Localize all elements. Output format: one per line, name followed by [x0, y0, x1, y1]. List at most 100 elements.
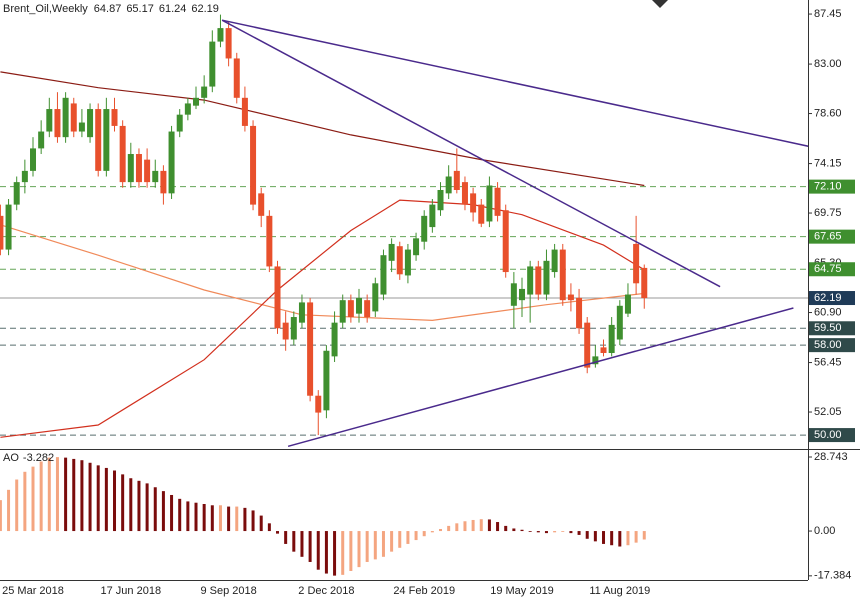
- candle-body: [535, 266, 542, 295]
- ao-bar: [39, 461, 43, 532]
- level-tag: [809, 262, 855, 277]
- ao-bar: [145, 483, 149, 532]
- candle-body: [46, 109, 53, 132]
- ao-bar: [194, 502, 198, 532]
- candle-body: [307, 302, 314, 396]
- ao-bar: [406, 531, 410, 544]
- level-label: 72.10: [814, 181, 842, 193]
- ao-bar: [414, 531, 418, 541]
- candle-body: [559, 249, 566, 301]
- candle-body: [356, 297, 363, 314]
- ao-bar: [487, 519, 491, 532]
- candle-body: [233, 58, 240, 98]
- candle-body: [543, 260, 550, 295]
- x-tick-label: 17 Jun 2018: [101, 585, 162, 597]
- candle-body: [54, 109, 61, 138]
- candle-body: [225, 28, 232, 59]
- ao-bar: [504, 525, 508, 532]
- ao-bar: [7, 489, 11, 532]
- ao-bar: [300, 531, 304, 557]
- x-tick-label: 19 May 2019: [490, 585, 554, 597]
- ao-bar: [642, 531, 646, 540]
- candle-body: [641, 267, 648, 299]
- candle-body: [404, 249, 411, 276]
- trend-line: [221, 19, 721, 288]
- candle-body: [209, 41, 216, 87]
- candle-body: [282, 322, 289, 340]
- low-value: 61.24: [159, 3, 187, 15]
- candle-body: [21, 170, 28, 183]
- candle-body: [453, 170, 460, 190]
- ao-bar: [520, 529, 524, 532]
- ao-bar: [80, 460, 84, 532]
- ao-bar: [561, 531, 565, 532]
- candle-body: [87, 109, 94, 138]
- x-tick-label: 2 Dec 2018: [298, 585, 354, 597]
- ao-bar: [553, 531, 557, 533]
- open-value: 64.87: [94, 3, 122, 15]
- candle-body: [600, 347, 607, 354]
- candle-body: [78, 122, 85, 132]
- ao-bar: [96, 465, 100, 532]
- x-tick-label: 24 Feb 2019: [393, 585, 455, 597]
- y-tick-label: 78.60: [814, 107, 842, 119]
- candle-body: [331, 322, 338, 357]
- candle-body: [413, 238, 420, 256]
- ao-bar: [626, 531, 630, 546]
- candle-body: [584, 322, 591, 368]
- ao-bar: [422, 531, 426, 537]
- level-label: 58.00: [814, 339, 842, 351]
- candle-body: [144, 159, 151, 183]
- ao-bar: [161, 491, 165, 532]
- ao-bar: [72, 458, 76, 532]
- candle-body: [266, 215, 273, 267]
- y-tick-label: 74.15: [814, 157, 842, 169]
- ao-bar: [496, 522, 500, 532]
- ao-bar: [324, 531, 328, 574]
- candle-body: [461, 182, 468, 205]
- moving-average: [0, 71, 645, 187]
- candle-body: [13, 182, 20, 205]
- ao-bar: [430, 531, 434, 533]
- candle-body: [567, 294, 574, 301]
- level-label: 67.65: [814, 231, 842, 243]
- candle-body: [176, 114, 183, 132]
- candle-body: [494, 187, 501, 216]
- ao-pane: [0, 457, 646, 576]
- y-tick-label: 60.90: [814, 306, 842, 318]
- ao-bar: [634, 531, 638, 543]
- candle-body: [38, 131, 45, 149]
- level-tag: [809, 428, 855, 443]
- candle-body: [347, 300, 354, 318]
- candle-body: [193, 97, 200, 106]
- ao-bar: [202, 503, 206, 532]
- ao-bar: [602, 531, 606, 544]
- level-tag: [809, 321, 855, 336]
- candle-body: [111, 109, 118, 126]
- ao-bar: [390, 531, 394, 552]
- ao-bar: [528, 531, 532, 532]
- ao-bar: [0, 500, 2, 532]
- level-label: 59.50: [814, 322, 842, 334]
- ao-bar: [121, 474, 125, 532]
- y-tick-label: 56.45: [814, 356, 842, 368]
- candle-body: [527, 266, 534, 295]
- x-tick-label: 11 Aug 2019: [589, 585, 650, 597]
- ao-bar: [316, 531, 320, 570]
- candle-body: [372, 283, 379, 312]
- candle-body: [160, 170, 167, 194]
- candle-body: [250, 125, 257, 205]
- candle-body: [429, 204, 436, 228]
- candle-body: [315, 395, 322, 413]
- level-tag: [809, 229, 855, 244]
- ao-bar: [104, 467, 108, 532]
- candle-body: [616, 305, 623, 340]
- candle-body: [241, 97, 248, 126]
- ao-bar: [15, 479, 19, 532]
- candle-body: [127, 154, 134, 183]
- y-tick-label: 28.743: [814, 451, 848, 463]
- ao-bar: [544, 531, 548, 534]
- price-pane: [0, 14, 808, 448]
- candle-body: [478, 204, 485, 224]
- candle-body: [62, 97, 69, 138]
